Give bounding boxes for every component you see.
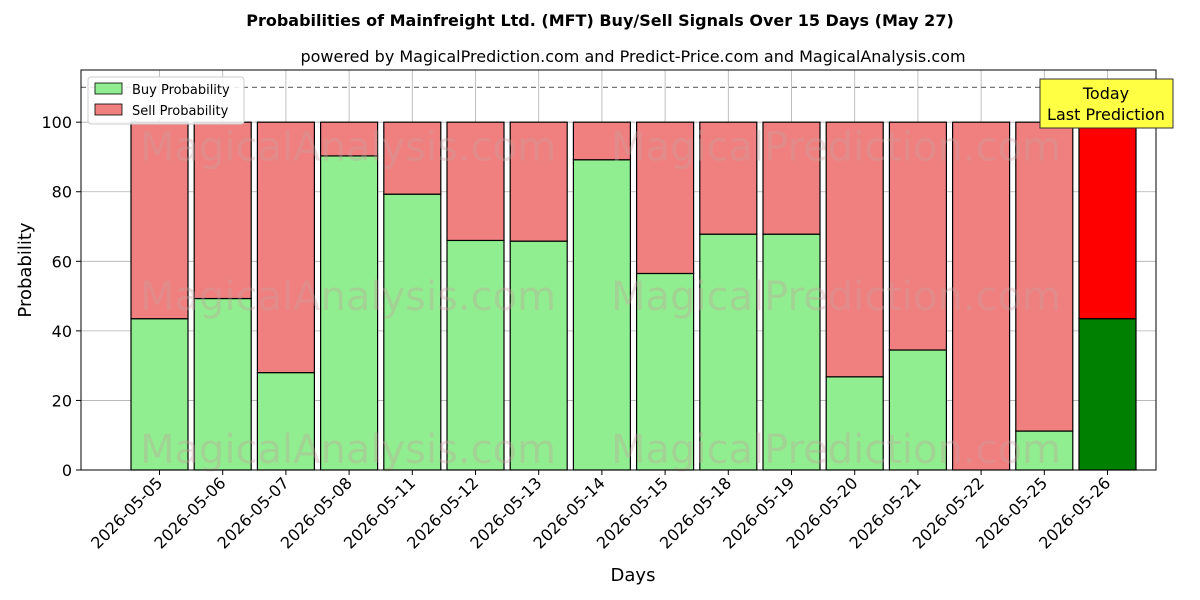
bar-buy xyxy=(383,193,442,471)
legend-label-buy: Buy Probability xyxy=(132,83,230,98)
legend-label-sell: Sell Probability xyxy=(132,104,229,119)
bar-buy xyxy=(762,233,821,471)
annotation-line-2: Last Prediction xyxy=(1047,105,1165,124)
bar-sell xyxy=(762,121,821,235)
legend-swatch-sell xyxy=(94,103,123,116)
bar-sell xyxy=(1078,121,1137,320)
chart-title: Probabilities of Mainfreight Ltd. (MFT) … xyxy=(246,11,954,30)
bar-sell xyxy=(572,121,632,161)
legend-box xyxy=(87,76,245,125)
bars xyxy=(130,121,1137,471)
bar-buy xyxy=(256,372,315,471)
annotation-box xyxy=(1039,78,1174,129)
y-tick-label: 0 xyxy=(62,461,72,480)
watermark-analysis: MagicalAnalysis.com xyxy=(140,274,556,320)
bar-buy xyxy=(572,159,632,471)
legend: Buy Probability Sell Probability xyxy=(87,76,245,125)
bar-buy xyxy=(193,297,252,471)
y-tick-label: 40 xyxy=(52,322,72,341)
legend-swatch-buy xyxy=(94,82,123,95)
watermark-prediction: MagicalPrediction.com xyxy=(611,125,1061,171)
annotation-line-1: Today xyxy=(1082,84,1129,103)
watermark-analysis: MagicalAnalysis.com xyxy=(140,125,556,171)
bar-buy xyxy=(446,239,505,471)
bar-sell xyxy=(256,121,315,374)
bar-buy xyxy=(699,233,758,471)
watermark-prediction: MagicalPrediction.com xyxy=(611,274,1061,320)
bar-sell xyxy=(446,121,505,242)
bar-sell xyxy=(130,121,189,320)
x-axis-label: Days xyxy=(611,565,656,586)
watermark-analysis: MagicalAnalysis.com xyxy=(140,427,556,473)
today-annotation: Today Last Prediction xyxy=(1039,78,1174,129)
bar-sell xyxy=(509,121,568,242)
bar-buy xyxy=(635,272,695,471)
bar-sell xyxy=(888,121,948,351)
bar-sell xyxy=(383,121,442,195)
chart-subtitle: powered by MagicalPrediction.com and Pre… xyxy=(300,47,965,66)
bar-sell xyxy=(320,121,379,157)
bar-sell xyxy=(635,121,695,275)
y-tick-label: 80 xyxy=(52,183,72,202)
y-axis-label: Probability xyxy=(15,222,36,317)
watermarks: MagicalAnalysis.com MagicalPrediction.com… xyxy=(140,125,1061,474)
watermark-prediction: MagicalPrediction.com xyxy=(611,427,1061,473)
bar-sell xyxy=(699,121,758,235)
y-tick-label: 20 xyxy=(52,391,72,410)
y-tick-label: 100 xyxy=(41,113,72,132)
bar-sell xyxy=(825,121,884,378)
y-tick-label: 60 xyxy=(52,252,72,271)
bar-buy xyxy=(888,349,948,471)
bar-buy xyxy=(825,376,884,471)
bar-buy xyxy=(1078,318,1137,471)
bar-buy xyxy=(320,155,379,471)
bar-sell xyxy=(951,121,1011,471)
plot-frame xyxy=(80,69,1157,471)
bar-buy xyxy=(509,240,568,471)
bar-buy xyxy=(1015,430,1074,471)
